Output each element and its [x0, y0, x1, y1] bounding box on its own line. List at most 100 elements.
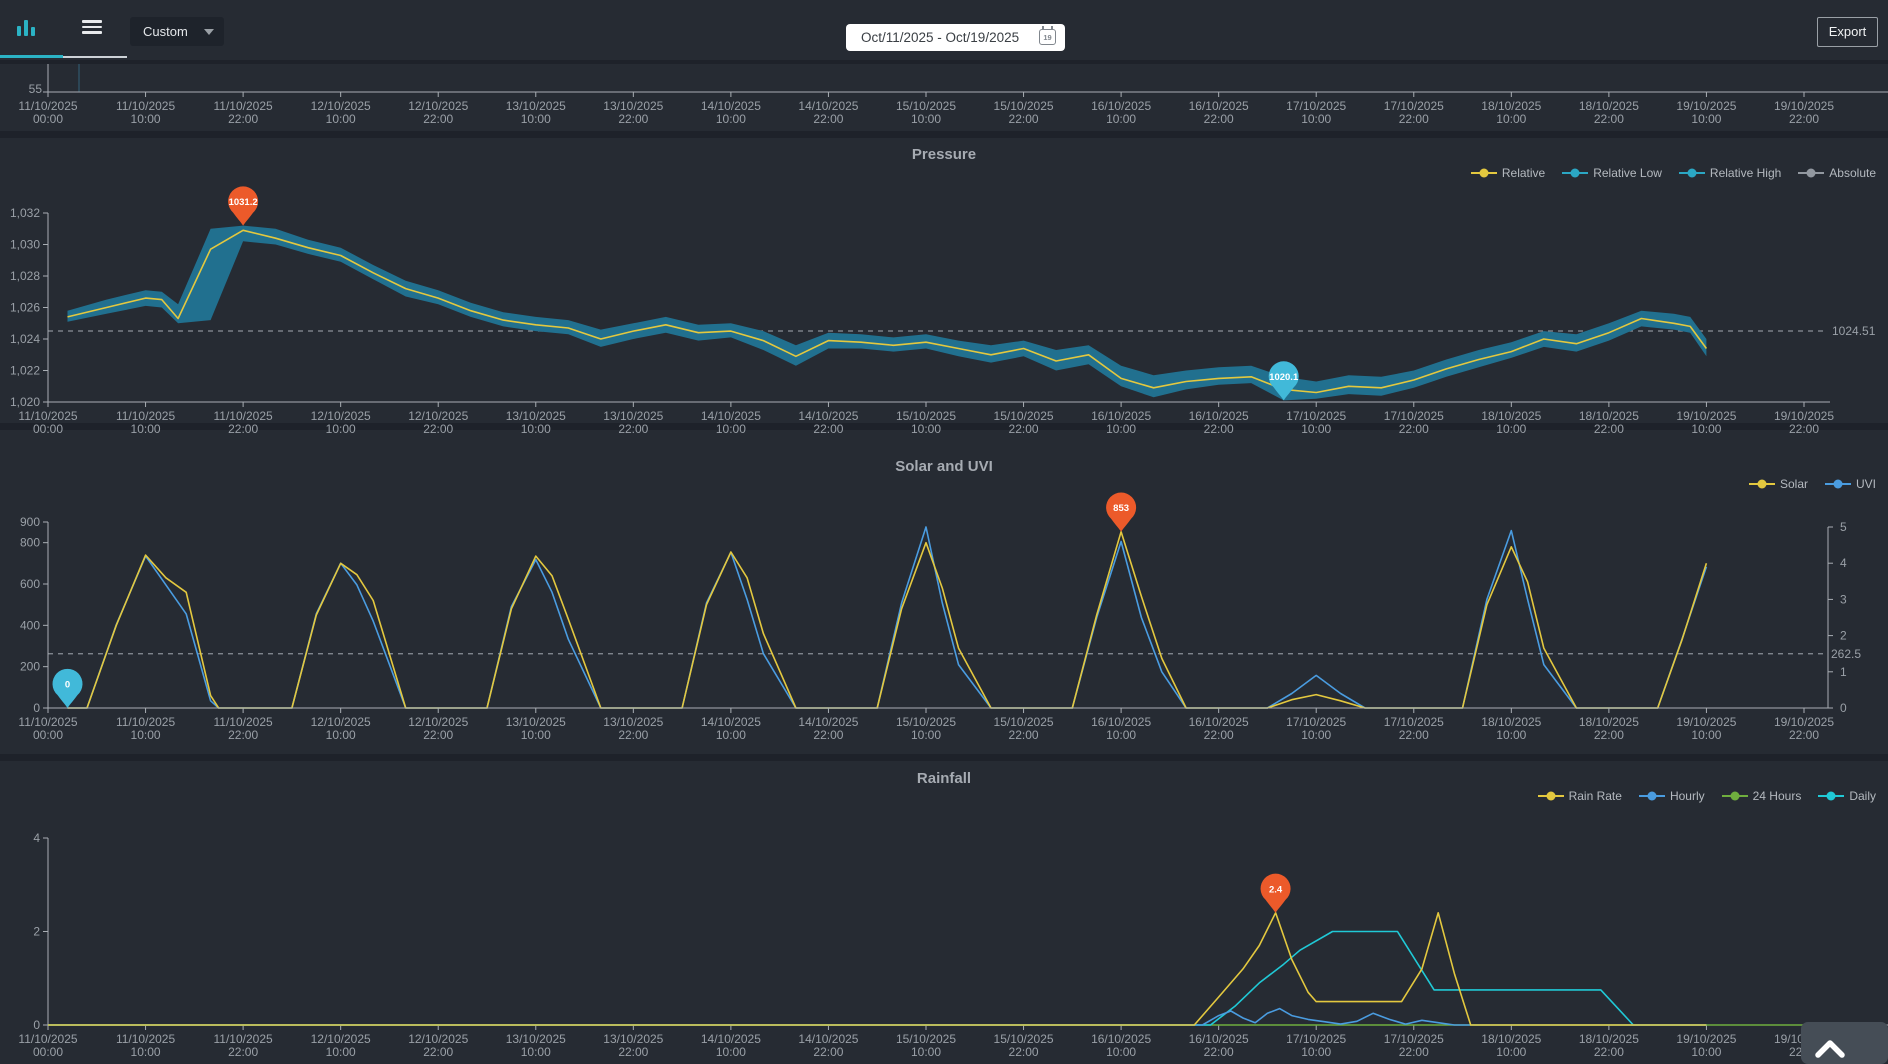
svg-text:1,020: 1,020	[10, 395, 40, 409]
legend-item-rain-rate[interactable]: Rain Rate	[1537, 789, 1622, 803]
legend-marker-icon	[1824, 479, 1851, 489]
separator	[0, 60, 1888, 64]
svg-text:0: 0	[1840, 701, 1847, 715]
svg-text:3: 3	[1840, 592, 1847, 606]
export-button[interactable]: Export	[1817, 17, 1878, 47]
legend-item-solar[interactable]: Solar	[1748, 477, 1808, 491]
solar-uvi-chart[interactable]: 262.5 0 200 400 600 800 900 0 1 2 3 4 5 11/10/2025 00:…	[18, 492, 1861, 742]
legend-marker-icon	[1721, 791, 1748, 801]
separator	[0, 131, 1888, 138]
legend-item-24-hours[interactable]: 24 Hours	[1721, 789, 1801, 803]
active-tab-indicator	[0, 55, 63, 58]
solar-uvi-title: Solar and UVI	[895, 458, 993, 475]
svg-text:400: 400	[20, 618, 40, 632]
calendar-icon[interactable]: 19	[1039, 26, 1056, 45]
legend-item-hourly[interactable]: Hourly	[1638, 789, 1705, 803]
svg-text:900: 900	[20, 515, 40, 529]
legend-marker-icon	[1638, 791, 1665, 801]
legend-item-relative-low[interactable]: Relative Low	[1562, 166, 1662, 180]
bar-chart-logo-icon[interactable]	[17, 18, 39, 36]
legend-marker-icon	[1470, 168, 1497, 178]
chevron-up-icon	[1815, 1040, 1845, 1058]
date-range-value: Oct/11/2025 - Oct/19/2025	[861, 30, 1020, 45]
legend-marker-icon	[1562, 168, 1589, 178]
svg-text:1020.1: 1020.1	[1269, 372, 1299, 383]
legend-item-uvi[interactable]: UVI	[1824, 477, 1876, 491]
svg-text:2: 2	[33, 925, 40, 939]
svg-text:2.4: 2.4	[1269, 884, 1283, 895]
back-to-top-button[interactable]	[1801, 1022, 1888, 1064]
hamburger-menu-icon[interactable]	[82, 20, 102, 34]
svg-text:1,024: 1,024	[10, 332, 40, 346]
svg-text:1,030: 1,030	[10, 238, 40, 252]
svg-text:1031.2: 1031.2	[229, 197, 258, 208]
legend-item-relative-high[interactable]: Relative High	[1678, 166, 1781, 180]
legend-item-daily[interactable]: Daily	[1818, 789, 1876, 803]
legend-item-absolute[interactable]: Absolute	[1798, 166, 1876, 180]
range-mode-value: Custom	[143, 24, 188, 39]
range-mode-select[interactable]: Custom	[130, 17, 224, 46]
previous-chart-partial[interactable]: 55 11/10/2025 00:00 11/10/2025 10:00 11/10/20…	[18, 64, 1888, 126]
topbar: Custom Oct/11/2025 - Oct/19/2025 19 Expo…	[0, 0, 1888, 55]
pressure-chart[interactable]: 1024.51 1,020 1,022 1,024 1,026 1,028 1,030 1,0…	[10, 186, 1876, 436]
svg-text:853: 853	[1113, 503, 1129, 514]
legend-item-relative[interactable]: Relative	[1470, 166, 1545, 180]
rainfall-chart[interactable]: 0 2 4 11/10/2025 00:00 11/10/2025 10:00 11/10/2…	[18, 831, 1888, 1059]
svg-text:4: 4	[1840, 556, 1847, 570]
svg-text:55: 55	[29, 82, 43, 96]
date-range-input[interactable]: Oct/11/2025 - Oct/19/2025 19	[846, 24, 1065, 51]
svg-text:0: 0	[65, 680, 70, 691]
svg-text:200: 200	[20, 660, 40, 674]
